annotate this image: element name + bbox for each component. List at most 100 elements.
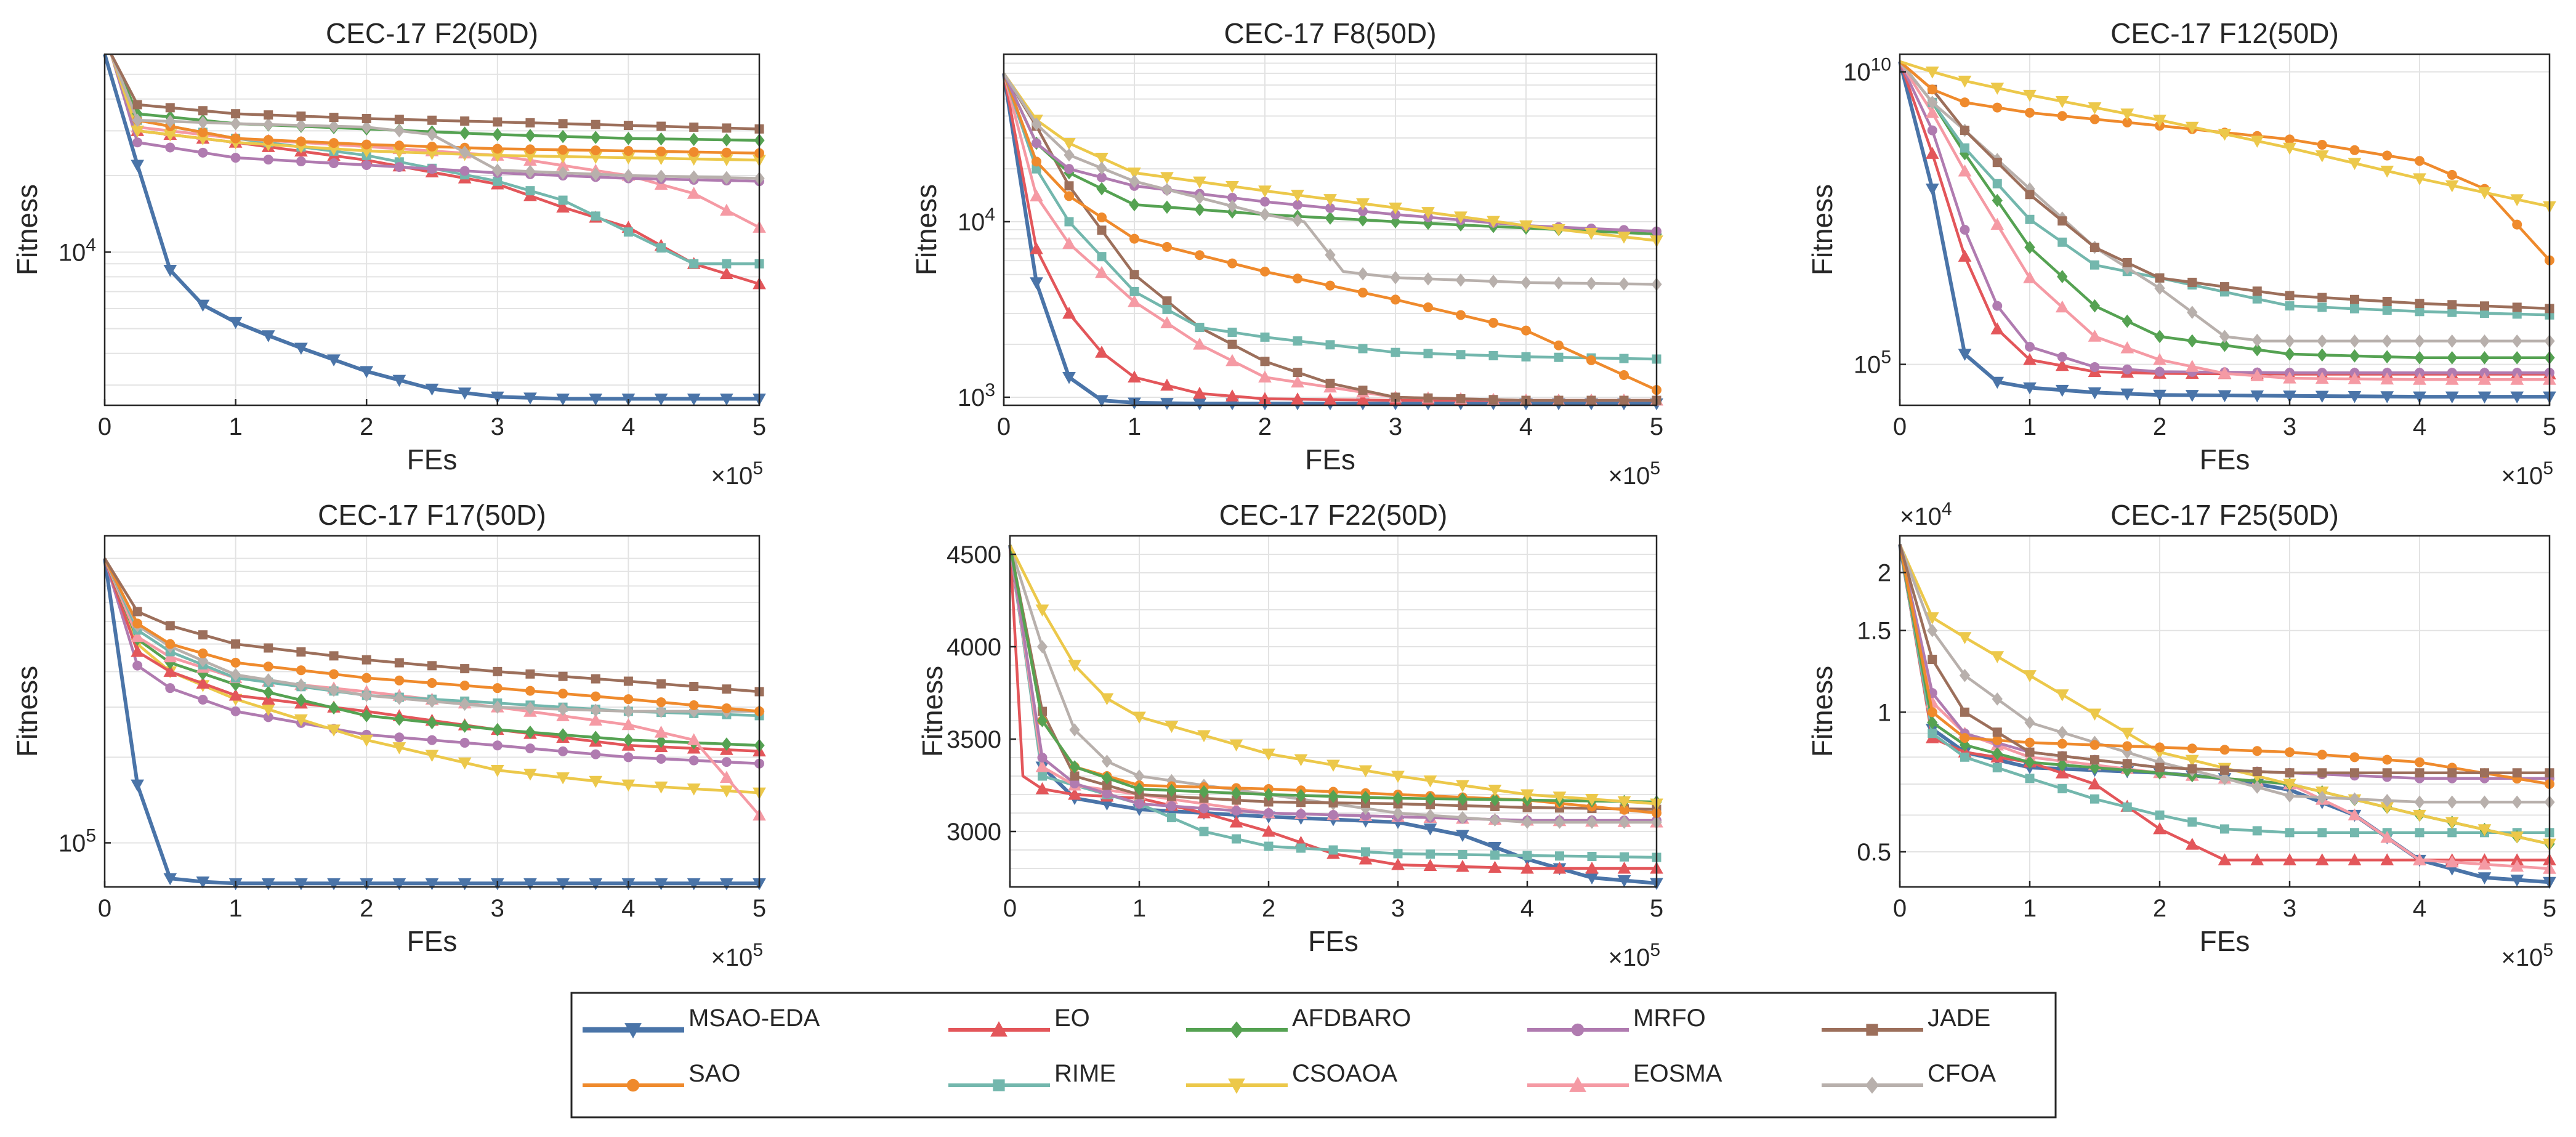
- data-point: [2057, 111, 2067, 121]
- data-point: [2350, 828, 2359, 838]
- data-point: [1097, 252, 1107, 262]
- data-point: [1928, 655, 1937, 665]
- data-point: [2477, 187, 2492, 200]
- data-point: [492, 163, 503, 177]
- data-point: [1293, 368, 1302, 378]
- data-point: [1199, 827, 1209, 836]
- data-point: [392, 878, 406, 891]
- data-point: [1194, 203, 1205, 217]
- data-point: [2187, 743, 2197, 754]
- data-point: [1927, 716, 1938, 729]
- legend-item-rime: RIME: [948, 1060, 1116, 1091]
- data-point: [328, 701, 339, 715]
- data-point: [688, 755, 699, 766]
- data-point: [263, 686, 274, 699]
- data-point: [2220, 765, 2229, 775]
- data-point: [2382, 755, 2392, 765]
- data-point: [2349, 349, 2360, 363]
- legend-swatch-marker: [1229, 1021, 1244, 1038]
- data-point: [1456, 350, 1466, 360]
- data-point: [1062, 306, 1076, 319]
- data-point: [2122, 741, 2133, 751]
- data-point: [525, 701, 536, 715]
- data-point: [1193, 338, 1206, 350]
- data-point: [427, 661, 437, 671]
- data-point: [2055, 96, 2069, 108]
- x-tick-label: 5: [1650, 895, 1663, 922]
- data-point: [1291, 375, 1304, 388]
- data-point: [2413, 173, 2426, 185]
- data-point: [2511, 334, 2522, 348]
- data-point: [460, 664, 470, 674]
- data-point: [1129, 286, 1139, 296]
- legend-label: MRFO: [1633, 1005, 1706, 1032]
- x-tick-label: 4: [621, 895, 635, 922]
- data-point: [655, 132, 667, 146]
- data-point: [2025, 108, 2035, 118]
- x-axis-label: FEs: [407, 925, 458, 957]
- data-point: [557, 728, 568, 742]
- data-point: [721, 703, 732, 713]
- x-axis-label: FEs: [2200, 443, 2250, 475]
- data-point: [2445, 373, 2459, 385]
- data-point: [1457, 811, 1468, 825]
- y-tick-label: 1010: [1843, 55, 1891, 86]
- data-point: [198, 695, 208, 705]
- data-point: [2218, 853, 2232, 865]
- data-point: [1068, 660, 1081, 673]
- legend-swatch-marker: [1569, 1076, 1586, 1092]
- data-point: [2350, 304, 2359, 314]
- x-tick-label: 3: [1391, 895, 1405, 922]
- data-point: [1097, 212, 1107, 222]
- legend-item-mrfo: MRFO: [1527, 1005, 1706, 1037]
- data-point: [1326, 759, 1340, 772]
- data-point: [327, 878, 341, 891]
- data-point: [1036, 640, 1048, 653]
- data-point: [2025, 214, 2035, 224]
- data-point: [525, 669, 535, 679]
- axes-box: [103, 53, 761, 407]
- data-point: [589, 775, 603, 788]
- data-point: [1101, 771, 1113, 785]
- data-point: [230, 657, 241, 668]
- data-point: [558, 119, 568, 129]
- data-point: [163, 873, 177, 886]
- data-point: [2090, 260, 2099, 270]
- data-point: [1162, 304, 1172, 314]
- data-point: [1958, 75, 1972, 88]
- data-point: [1487, 216, 1500, 229]
- data-point: [492, 722, 503, 737]
- data-point: [2120, 388, 2134, 401]
- data-point: [2219, 745, 2230, 755]
- y-tick-label: 2: [1878, 560, 1891, 587]
- data-point: [2284, 334, 2295, 348]
- data-point: [1959, 668, 1971, 682]
- data-point: [720, 203, 733, 216]
- data-point: [621, 718, 636, 730]
- data-point: [2348, 853, 2362, 865]
- data-point: [2317, 348, 2328, 362]
- data-point: [2187, 764, 2197, 774]
- data-point: [720, 394, 733, 406]
- data-point: [2250, 369, 2264, 381]
- data-point: [1193, 176, 1206, 189]
- data-point: [1520, 861, 1534, 874]
- data-point: [1357, 267, 1368, 281]
- data-point: [2284, 347, 2295, 361]
- data-point: [1992, 747, 2003, 761]
- data-point: [427, 735, 437, 745]
- data-point: [2477, 857, 2492, 870]
- data-point: [656, 121, 666, 131]
- chart-title: CEC-17 F2(50D): [326, 17, 538, 49]
- data-point: [427, 142, 437, 152]
- data-point: [720, 267, 733, 280]
- legend-swatch-marker: [1866, 1024, 1878, 1036]
- data-point: [1032, 156, 1041, 167]
- data-point: [1095, 265, 1108, 278]
- data-point: [623, 131, 634, 145]
- data-point: [2477, 824, 2492, 836]
- data-point: [1992, 763, 2002, 773]
- x-tick-label: 4: [2413, 413, 2426, 440]
- legend-item-csoaoa: CSOAOA: [1186, 1060, 1397, 1095]
- data-point: [196, 676, 210, 689]
